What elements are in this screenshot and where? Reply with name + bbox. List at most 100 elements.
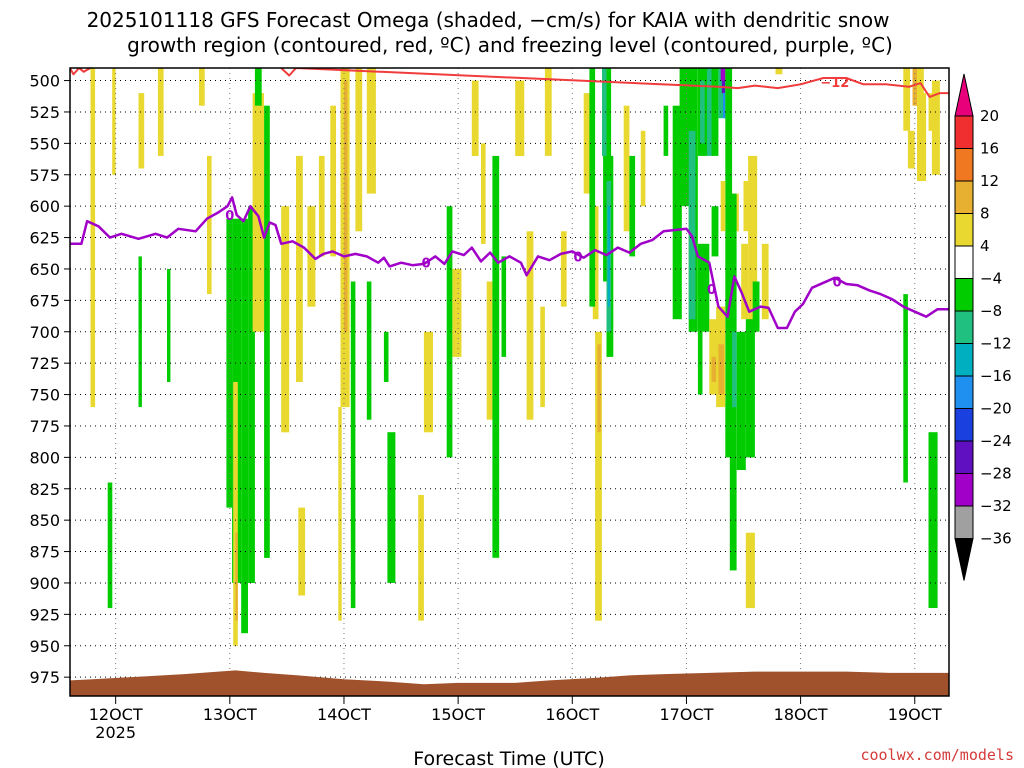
y-tick-label: 975 xyxy=(29,668,60,687)
y-tick-label: 800 xyxy=(29,448,60,467)
x-axis: 12OCT 13OCT 14OCT 15OCT 16OCT 17OCT 18OCT 19OCT… xyxy=(89,696,942,742)
omega-cell xyxy=(338,407,342,621)
omega-cell xyxy=(748,155,758,332)
credit-text[interactable]: coolwx.com/models xyxy=(860,746,1014,764)
y-tick-label: 500 xyxy=(29,72,60,91)
colorbar-tick-label: 12 xyxy=(980,172,999,190)
y-tick-label: 825 xyxy=(29,480,60,499)
plot-frame xyxy=(69,67,950,697)
omega-cell xyxy=(928,432,938,608)
omega-cell xyxy=(903,294,908,483)
omega-cell xyxy=(254,68,262,106)
colorbar-swatch xyxy=(954,408,974,442)
colorbar-bottom-arrow xyxy=(954,538,974,581)
y-tick-label: 900 xyxy=(29,574,60,593)
x-tick-label: 13OCT xyxy=(203,705,257,724)
omega-cell xyxy=(515,80,525,156)
omega-cell xyxy=(281,206,290,433)
y-tick-label: 725 xyxy=(29,354,60,373)
colorbar-swatch xyxy=(954,148,974,182)
freezing-level-contour xyxy=(70,196,949,330)
freezing-level-label: 0 xyxy=(707,283,716,298)
omega-cell xyxy=(743,181,751,232)
omega-cell xyxy=(711,356,717,382)
omega-cell xyxy=(318,155,325,257)
title-line-2: growth region (contoured, red, ºC) and f… xyxy=(127,33,893,57)
x-year-label: 2025 xyxy=(95,723,136,742)
title-line-1: 2025101118 GFS Forecast Omega (shaded, −… xyxy=(87,8,890,32)
colorbar-swatch xyxy=(954,440,974,474)
y-axis: 500 525 550 575 600 625 650 675 700 725 750 775 800 8… xyxy=(29,72,70,687)
dgz-contour-upper-left xyxy=(70,68,91,76)
omega-cell xyxy=(544,68,552,156)
colorbar-tick-label: −12 xyxy=(980,335,1012,353)
freezing-level-label: 0 xyxy=(573,250,582,265)
omega-cell xyxy=(383,331,389,382)
colorbar-tick-label: −24 xyxy=(980,432,1012,450)
colorbar-tick-label: 16 xyxy=(980,140,999,158)
freezing-level-label: 0 xyxy=(225,209,234,224)
omega-cell xyxy=(672,105,682,320)
omega-cell xyxy=(423,331,433,433)
omega-cell xyxy=(623,105,630,232)
omega-cell xyxy=(589,68,596,307)
omega-cell xyxy=(366,281,372,420)
omega-cell xyxy=(90,68,96,408)
omega-cell xyxy=(330,105,336,257)
omega-cell xyxy=(931,80,940,175)
y-tick-label: 550 xyxy=(29,134,60,153)
colorbar-swatch xyxy=(954,245,974,279)
omega-cell xyxy=(226,218,233,508)
omega-cell xyxy=(350,281,356,609)
x-tick-label: 15OCT xyxy=(431,705,485,724)
colorbar-swatch xyxy=(954,310,974,344)
colorbar-tick-label: −8 xyxy=(980,302,1002,320)
omega-cell xyxy=(526,231,534,420)
omega-cell xyxy=(592,206,599,320)
omega-cell xyxy=(903,68,911,131)
y-tick-label: 600 xyxy=(29,197,60,216)
omega-cell xyxy=(540,306,545,408)
omega-cell xyxy=(723,93,726,119)
omega-cell xyxy=(233,382,238,646)
omega-cell xyxy=(583,93,591,194)
dgz-label: −12 xyxy=(820,76,849,91)
omega-cell xyxy=(560,231,567,307)
omega-cell xyxy=(501,256,507,357)
omega-cell xyxy=(486,281,493,420)
omega-cell xyxy=(912,68,920,106)
omega-cell xyxy=(697,243,710,332)
omega-cell xyxy=(199,68,205,106)
omega-cell xyxy=(736,331,746,470)
x-tick-label: 18OCT xyxy=(774,705,828,724)
omega-cell xyxy=(688,130,696,320)
colorbar-tick-label: −20 xyxy=(980,400,1012,418)
colorbar-tick-label: −16 xyxy=(980,367,1012,385)
colorbar-tick-label: 8 xyxy=(980,205,990,223)
omega-cell xyxy=(418,495,424,621)
omega-cell xyxy=(679,68,691,207)
chart-title: 2025101118 GFS Forecast Omega (shaded, −… xyxy=(87,8,893,57)
omega-cell xyxy=(640,130,646,207)
omega-cell xyxy=(607,206,610,307)
dgz-contour-minus12 xyxy=(280,68,949,98)
colorbar-swatch xyxy=(954,213,974,247)
omega-cell xyxy=(711,206,719,257)
omega-cell xyxy=(235,532,238,621)
colorbar-tick-label: −28 xyxy=(980,465,1012,483)
omega-cell xyxy=(907,130,915,169)
omega-cell xyxy=(112,68,116,175)
colorbar-swatch xyxy=(954,375,974,409)
grid-lines xyxy=(70,68,949,696)
omega-cell xyxy=(471,80,479,156)
y-tick-label: 625 xyxy=(29,229,60,248)
contour-lines: 0 0 0 0 0 −12 xyxy=(70,68,949,330)
colorbar-swatch xyxy=(954,505,974,539)
colorbar-tick-label: −36 xyxy=(980,530,1012,548)
colorbar-swatch xyxy=(954,278,974,312)
plot-area: 0 0 0 0 0 −12 xyxy=(69,67,950,697)
omega-cell xyxy=(241,218,248,634)
y-tick-label: 750 xyxy=(29,386,60,405)
